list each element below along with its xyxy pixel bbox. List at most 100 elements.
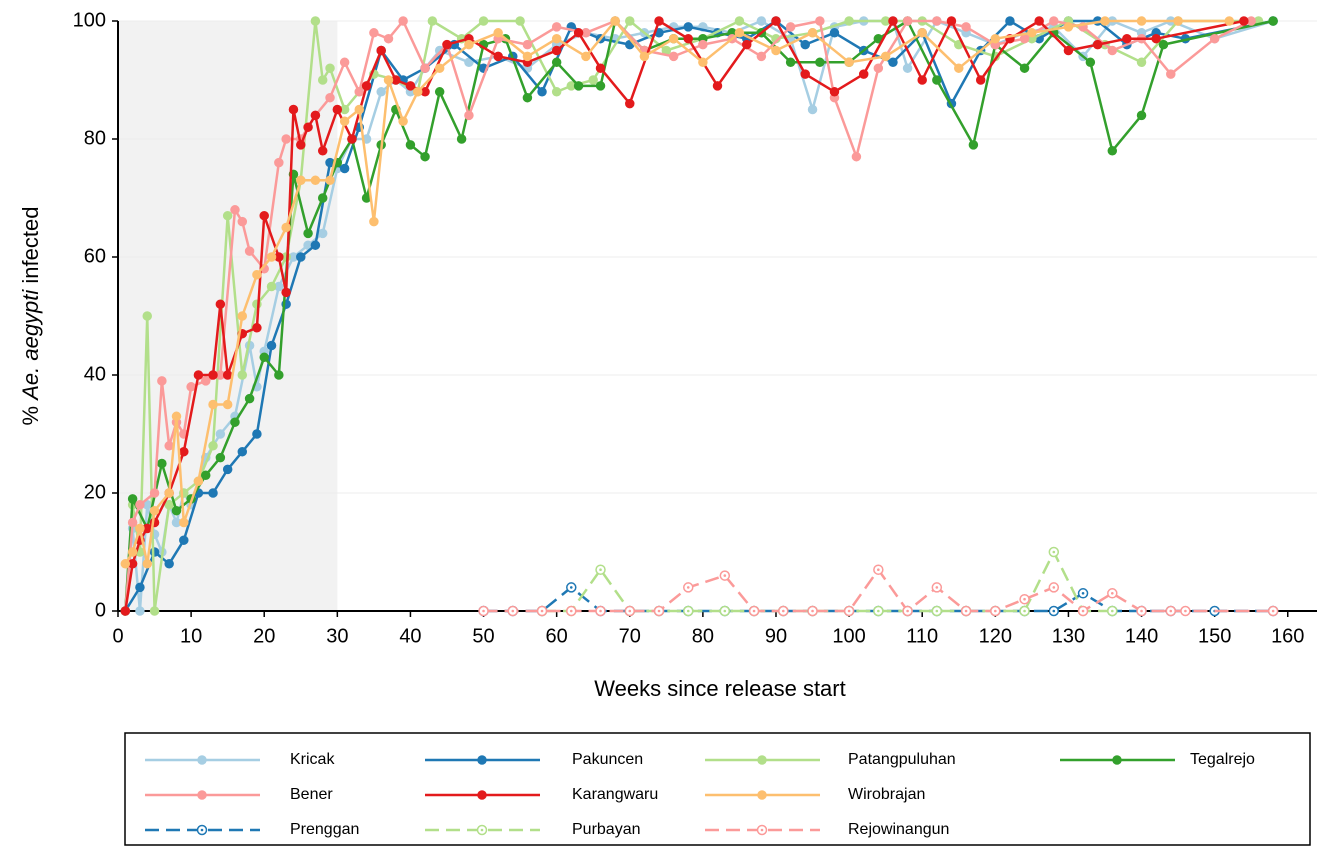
series: [478, 564, 1279, 617]
marker: [990, 33, 1001, 44]
marker: [347, 134, 357, 144]
marker: [405, 81, 416, 91]
y-tick-label: 40: [84, 363, 106, 385]
marker-dot: [1052, 550, 1056, 554]
marker-dot: [752, 609, 756, 613]
marker: [149, 488, 160, 498]
marker-dot: [723, 609, 727, 613]
marker: [1034, 16, 1044, 26]
marker: [127, 547, 138, 557]
marker: [281, 287, 291, 298]
marker: [807, 104, 818, 115]
legend-item: Wirobrajan: [705, 786, 925, 803]
marker: [1224, 16, 1235, 26]
marker: [266, 252, 277, 262]
marker: [456, 134, 467, 144]
legend-label: Kricak: [290, 751, 335, 768]
marker: [1107, 146, 1118, 156]
marker: [208, 370, 218, 380]
marker: [1063, 45, 1074, 56]
marker: [310, 16, 321, 26]
marker-dot: [877, 568, 880, 571]
marker: [142, 311, 152, 321]
marker: [383, 33, 394, 44]
marker: [573, 81, 584, 91]
marker: [208, 441, 218, 451]
marker: [625, 98, 635, 109]
marker: [683, 33, 694, 44]
x-tick-label: 20: [253, 625, 275, 647]
marker: [120, 559, 131, 569]
x-tick-label: 140: [1125, 625, 1158, 647]
marker: [420, 151, 430, 162]
marker: [434, 63, 445, 73]
marker: [164, 500, 174, 510]
marker: [222, 399, 233, 410]
marker: [405, 140, 416, 150]
marker: [237, 216, 248, 227]
y-tick-label: 60: [84, 245, 106, 267]
marker: [654, 16, 664, 26]
marker: [858, 69, 869, 79]
marker: [208, 488, 218, 498]
marker: [551, 22, 562, 32]
marker-dot: [1271, 609, 1275, 613]
legend-item: Purbayan: [425, 821, 641, 838]
marker: [756, 51, 767, 62]
marker: [200, 470, 211, 481]
marker-dot: [1023, 597, 1026, 601]
marker: [1027, 28, 1037, 38]
marker: [149, 547, 160, 557]
marker-dot: [599, 568, 602, 571]
marker: [259, 210, 269, 221]
marker: [354, 104, 365, 115]
marker-dot: [1110, 592, 1114, 595]
marker: [171, 411, 182, 422]
legend-item: Kricak: [145, 751, 335, 768]
marker: [741, 39, 752, 50]
marker: [215, 452, 226, 463]
marker: [164, 488, 174, 498]
marker: [573, 28, 584, 38]
marker: [244, 393, 255, 404]
marker: [698, 39, 708, 50]
marker: [1063, 22, 1074, 32]
marker: [310, 110, 321, 121]
marker-dot: [628, 609, 632, 613]
marker-dot: [569, 586, 573, 589]
marker-dot: [1184, 609, 1187, 613]
marker: [244, 246, 255, 256]
marker: [917, 75, 927, 85]
marker: [1122, 33, 1132, 44]
marker: [193, 476, 204, 486]
legend-item: Patangpuluhan: [705, 751, 956, 768]
marker: [595, 81, 606, 91]
marker: [522, 39, 533, 50]
marker: [230, 205, 240, 215]
marker: [259, 352, 269, 363]
marker: [281, 222, 291, 233]
marker-dot: [200, 828, 204, 832]
marker: [815, 57, 825, 68]
marker: [551, 57, 562, 68]
legend-item: Pakuncen: [425, 751, 643, 768]
x-tick-label: 0: [112, 625, 123, 647]
marker: [222, 210, 233, 221]
legend-item: Karangwaru: [425, 786, 658, 803]
marker: [757, 790, 767, 800]
legend-label: Patangpuluhan: [848, 751, 956, 768]
marker: [135, 582, 145, 593]
marker: [588, 75, 598, 85]
marker: [522, 51, 533, 62]
marker: [800, 69, 810, 79]
marker: [266, 281, 277, 292]
marker: [339, 57, 350, 68]
marker: [757, 755, 767, 765]
marker: [734, 16, 745, 26]
marker-dot: [964, 609, 968, 613]
marker: [902, 16, 913, 26]
marker: [595, 63, 606, 73]
marker-dot: [935, 609, 939, 613]
marker: [197, 790, 207, 800]
legend-label: Karangwaru: [572, 786, 658, 803]
